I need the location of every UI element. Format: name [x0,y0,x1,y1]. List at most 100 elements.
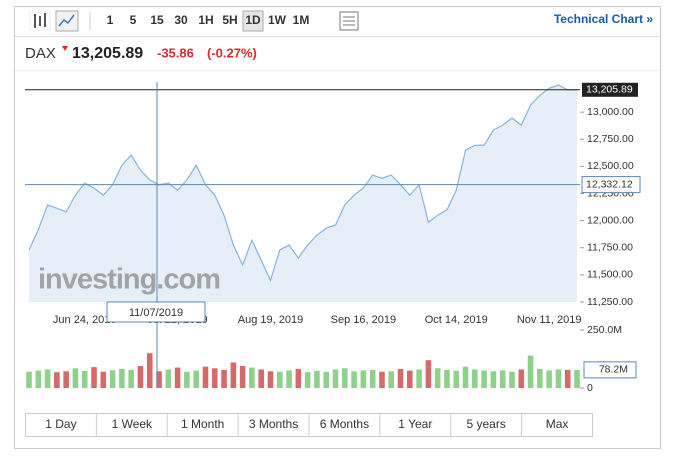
volume-bar [193,370,199,388]
volume-bar [81,370,88,388]
x-tick-label: Nov 11, 2019 [517,314,582,326]
volume-bar [119,368,125,388]
volume-bar [304,372,311,388]
price-line [28,84,578,282]
interval-button[interactable]: 1 [107,13,114,27]
technical-chart-link[interactable]: Technical Chart » [554,12,653,26]
volume-bar [156,371,162,388]
volume-bar [546,370,552,388]
volume-bar [63,371,69,388]
volume-bar [72,368,79,388]
watermark: investing.com [38,264,220,296]
volume-bar [388,371,395,388]
volume-bar [555,369,562,388]
interval-button[interactable]: 1D [245,13,261,27]
volume-bar [453,370,460,388]
volume-bar [397,368,404,388]
y-tick-label: 11,500.00 [587,269,633,281]
volume-bar [351,371,357,388]
volume-bar [499,370,506,388]
volume-bar [527,355,534,388]
crosshair-price-box [581,176,641,194]
interval-button[interactable]: 5 [130,13,137,27]
price: 13,205.89 [72,45,143,62]
crosshair-volume-box [583,361,637,379]
y-tick-label: 13,000.00 [587,106,634,118]
volume-bar [230,362,237,388]
volume-bar [258,369,264,388]
interval-button[interactable]: 1M [293,13,310,27]
volume-bar [444,369,450,388]
volume-bar [564,369,571,388]
crosshair-volume-label: 78.2M [599,364,628,376]
down-arrow [62,46,68,51]
interval-button[interactable]: 1H [198,13,213,27]
volume-bar [407,370,413,388]
change: -35.86 [157,45,194,60]
volume-bar [137,365,144,388]
volume-bar [35,370,42,388]
volume-bar [425,360,432,388]
range-button[interactable]: 1 Year [398,417,432,431]
volume-bar [174,367,181,388]
active-interval [242,10,264,32]
last-price-box [582,82,638,97]
volume-bar [100,371,107,388]
volume-bar [342,368,348,388]
interval-button[interactable]: 5H [222,13,237,27]
volume-bar [165,369,172,388]
volume-bar [276,371,283,388]
interval-button[interactable]: 30 [174,13,188,27]
last-price-label: 13,205.89 [586,84,633,96]
area [29,85,577,302]
interval-button[interactable]: 15 [150,13,164,27]
volume-bar [379,371,385,388]
volume-bar [26,371,32,388]
volume-bar [286,370,292,388]
y-tick-label: 12,500.00 [587,160,634,172]
volume-tick-label: 0 [587,382,593,394]
range-button[interactable]: 6 Months [320,417,369,431]
volume-bar [509,371,515,388]
range-button[interactable]: 1 Day [45,417,76,431]
change-percent: (-0.27%) [207,45,257,60]
candle-icon[interactable] [29,11,51,31]
volume-tick-label: 250.0M [587,324,622,336]
range-button[interactable]: 1 Month [181,417,224,431]
y-tick-label: 12,750.00 [587,133,634,145]
volume-bar [91,367,97,388]
range-button[interactable]: 3 Months [249,417,298,431]
crosshair-date-label: 11/07/2019 [129,307,183,319]
x-tick-label: Sep 16, 2019 [331,314,396,326]
range-button[interactable]: 1 Week [112,417,153,431]
volume-bar [518,369,525,388]
volume-bar [44,369,51,388]
x-tick-label: Aug 19, 2019 [238,314,303,326]
volume-bar [249,367,255,388]
symbol: DAX [25,45,56,62]
volume-bar [369,369,376,388]
volume-bar [462,366,469,388]
range-button[interactable]: 5 years [467,417,506,431]
volume-bar [332,369,339,388]
volume-bar [481,370,487,388]
volume-bar [211,368,218,388]
y-tick-label: 11,750.00 [587,242,633,254]
volume-bar [323,371,330,388]
volume-bar [128,369,134,388]
volume-bar [109,370,116,388]
x-tick-label: Oct 14, 2019 [425,314,488,326]
interval-button[interactable]: 1W [268,13,287,27]
range-button[interactable]: Max [546,417,569,431]
volume-bar [267,371,274,388]
line-icon[interactable] [55,10,79,32]
volume-bar [202,366,209,388]
y-tick-label: 12,000.00 [587,214,634,226]
settings-icon[interactable] [339,11,359,31]
x-tick-label: Jun 24, 2019 [53,314,117,326]
volume-bar [537,368,543,388]
volume-bar [574,369,580,388]
volume-bar [146,353,153,388]
volume-bar [472,369,478,388]
